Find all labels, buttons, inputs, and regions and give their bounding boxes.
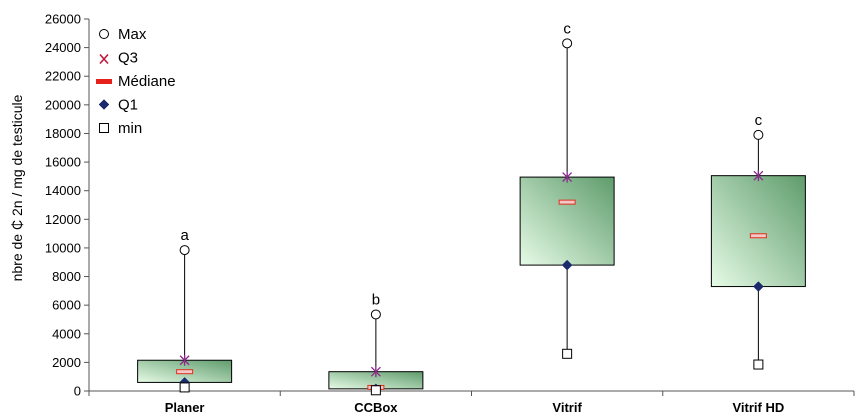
q3-marker bbox=[179, 354, 190, 366]
legend-label: Médiane bbox=[118, 73, 176, 90]
median-marker bbox=[558, 199, 576, 205]
significance-letter: a bbox=[180, 227, 189, 244]
significance-letter: b bbox=[372, 291, 380, 308]
boxes: a b c c bbox=[137, 20, 806, 396]
y-tick-label: 2000 bbox=[52, 355, 81, 370]
q1-marker bbox=[753, 281, 764, 292]
significance-letter: c bbox=[563, 20, 571, 37]
legend-label: Max bbox=[118, 26, 147, 43]
legend-label: Q1 bbox=[118, 97, 138, 114]
iqr-box bbox=[519, 176, 615, 266]
y-tick-label: 6000 bbox=[52, 298, 81, 313]
y-tick-label: 4000 bbox=[52, 326, 81, 341]
y-tick-label: 14000 bbox=[45, 183, 81, 198]
y-tick-label: 24000 bbox=[45, 40, 81, 55]
significance-letter: c bbox=[755, 112, 763, 129]
x-category-label: CCBox bbox=[354, 400, 398, 415]
y-tick-label: 22000 bbox=[45, 69, 81, 84]
legend-circle-icon bbox=[99, 29, 109, 39]
min-marker bbox=[562, 348, 573, 359]
max-marker bbox=[179, 245, 190, 256]
x-category-label: Planer bbox=[165, 400, 205, 415]
y-tick-label: 0 bbox=[74, 384, 81, 399]
y-tick-label: 8000 bbox=[52, 269, 81, 284]
legend-label: min bbox=[118, 120, 142, 137]
median-marker bbox=[176, 369, 194, 375]
legend-item: min bbox=[99, 120, 142, 137]
y-tick-label: 16000 bbox=[45, 155, 81, 170]
y-tick-label: 20000 bbox=[45, 97, 81, 112]
min-marker bbox=[753, 359, 764, 370]
y-tick-label: 18000 bbox=[45, 126, 81, 141]
iqr-box bbox=[710, 175, 806, 288]
q1-marker bbox=[561, 259, 573, 271]
y-tick-label: 10000 bbox=[45, 240, 81, 255]
q3-marker bbox=[753, 170, 764, 182]
legend-diamond-icon bbox=[98, 99, 110, 110]
y-axis-label: nbre de ₵ 2n / mg de testicule bbox=[9, 94, 25, 281]
legend-dash-icon bbox=[96, 79, 112, 84]
max-marker bbox=[753, 129, 764, 140]
legend-square-icon bbox=[99, 123, 109, 133]
box-group: b bbox=[328, 291, 424, 396]
max-marker bbox=[370, 309, 381, 320]
legend: Max Q3 Médiane Q1 min bbox=[96, 26, 176, 137]
min-marker bbox=[179, 382, 190, 393]
legend-item: Médiane bbox=[96, 73, 176, 90]
legend-label: Q3 bbox=[118, 50, 138, 67]
box-group: a bbox=[137, 227, 233, 393]
box-group: c bbox=[519, 20, 615, 359]
x-category-label: Vitrif HD bbox=[732, 400, 784, 415]
legend-item: Q1 bbox=[98, 97, 138, 114]
max-marker bbox=[562, 38, 573, 49]
legend-item: Q3 bbox=[99, 50, 138, 67]
legend-x-icon bbox=[99, 53, 109, 65]
q3-marker bbox=[370, 366, 381, 378]
x-category-label: Vitrif bbox=[552, 400, 582, 415]
y-tick-label: 26000 bbox=[45, 12, 81, 27]
legend-item: Max bbox=[99, 26, 147, 43]
q3-marker bbox=[562, 171, 573, 183]
y-tick-label: 12000 bbox=[45, 212, 81, 227]
min-marker bbox=[370, 385, 381, 396]
box-group: c bbox=[710, 112, 806, 370]
axes: 0 2000 4000 6000 8000 10000 12000 14000 16000 180… bbox=[45, 12, 855, 415]
median-marker bbox=[749, 233, 767, 239]
